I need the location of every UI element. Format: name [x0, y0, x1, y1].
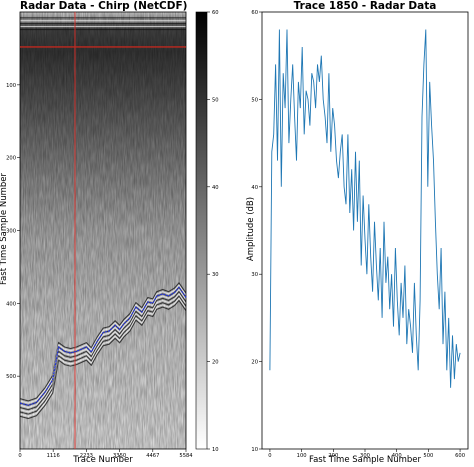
- right-x-tick-label: 0: [268, 453, 271, 459]
- bed-reflection-band: [20, 299, 186, 420]
- trace-amplitude-series: [269, 29, 461, 388]
- right-y-tick-label: 20: [251, 360, 258, 366]
- right-chart-title: Trace 1850 - Radar Data: [293, 0, 437, 12]
- left-y-tick-label: 200: [6, 156, 16, 162]
- left-y-tick-label: 100: [6, 83, 16, 89]
- right-y-tick-label: 60: [251, 10, 258, 16]
- right-x-tick-label: 400: [392, 453, 402, 459]
- right-y-tick-label: 50: [251, 97, 258, 103]
- colorbar: [195, 11, 208, 450]
- left-x-tick-label: 2233: [80, 453, 93, 459]
- right-y-tick-label: 40: [251, 185, 258, 191]
- right-x-tick-label: 300: [360, 453, 370, 459]
- left-x-tick-label: 5584: [179, 453, 193, 459]
- colorbar-tick-label: 20: [212, 360, 219, 366]
- colorbar-tick-label: 40: [212, 185, 219, 191]
- right-x-tick-label: 200: [328, 453, 338, 459]
- left-x-axis-label: Trace Number: [73, 455, 133, 465]
- left-x-tick-label: 0: [18, 453, 21, 459]
- left-x-tick-label: 3350: [113, 453, 126, 459]
- bed-pick-line: [19, 286, 187, 406]
- left-chart-title: Radar Data - Chirp (NetCDF): [20, 0, 188, 12]
- colorbar-tick-label: 10: [212, 447, 219, 453]
- right-x-tick-label: 600: [455, 453, 465, 459]
- colorbar-tick-label: 30: [212, 272, 219, 278]
- right-y-tick-label: 30: [251, 272, 258, 278]
- left-x-tick-label: 4467: [146, 453, 159, 459]
- left-x-tick-label: 1116: [47, 453, 60, 459]
- right-y-tick-label: 10: [251, 447, 258, 453]
- right-x-tick-label: 500: [423, 453, 433, 459]
- left-y-tick-label: 300: [6, 229, 16, 235]
- right-x-tick-label: 100: [297, 453, 307, 459]
- right-x-axis-label: Fast Time Sample Number: [308, 455, 421, 465]
- radar-image: [20, 12, 186, 449]
- left-y-tick-label: 400: [6, 301, 16, 307]
- left-y-tick-label: 500: [6, 374, 16, 380]
- colorbar-tick-label: 60: [212, 10, 219, 16]
- colorbar-tick-label: 50: [212, 97, 219, 103]
